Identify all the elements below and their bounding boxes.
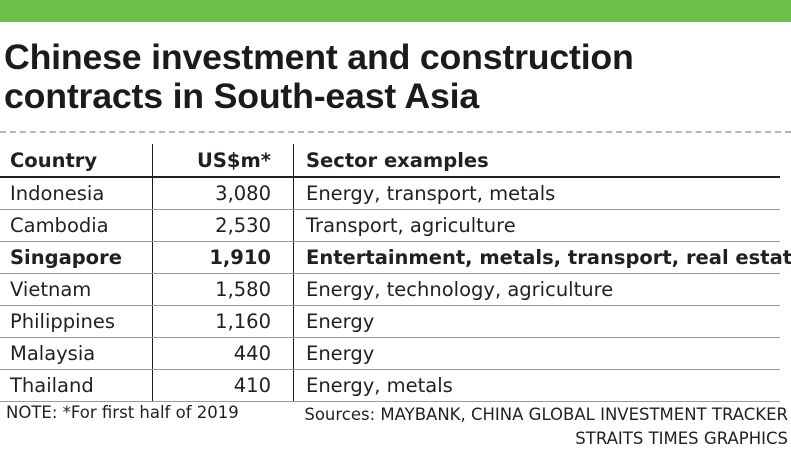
cell-sectors: Energy, technology, agriculture	[293, 273, 780, 306]
title-line-2: contracts in South-east Asia	[4, 77, 480, 116]
cell-country: Indonesia	[0, 177, 153, 210]
cell-country: Philippines	[0, 305, 153, 338]
table-row: Singapore 1,910 Entertainment, metals, tra…	[0, 241, 791, 274]
cell-value: 1,910	[152, 241, 294, 274]
table-header-row: Country US$m* Sector examples	[0, 144, 780, 178]
investment-table: Country US$m* Sector examples Indonesia 3…	[0, 144, 791, 402]
column-header-value: US$m*	[152, 144, 294, 178]
column-header-sectors: Sector examples	[293, 144, 780, 178]
cell-country: Cambodia	[0, 209, 153, 242]
sources-line-1: Sources: MAYBANK, CHINA GLOBAL INVESTMEN…	[304, 405, 788, 424]
cell-country: Vietnam	[0, 273, 153, 306]
column-header-country: Country	[0, 144, 153, 178]
title-line-1: Chinese investment and construction	[4, 38, 634, 77]
cell-sectors: Energy, metals	[293, 369, 780, 402]
table-body: Indonesia 3,080 Energy, transport, metals C…	[0, 177, 791, 402]
dashed-divider	[0, 131, 791, 133]
chart-title: Chinese investment and construction cont…	[4, 38, 791, 116]
cell-sectors: Energy, transport, metals	[293, 177, 780, 210]
table-row: Cambodia 2,530 Transport, agriculture	[0, 209, 780, 242]
top-accent-bar	[0, 0, 791, 22]
cell-sectors: Energy	[293, 337, 780, 370]
cell-sectors: Transport, agriculture	[293, 209, 780, 242]
table-row: Malaysia 440 Energy	[0, 337, 780, 370]
table-row: Vietnam 1,580 Energy, technology, agricult…	[0, 273, 780, 306]
cell-country: Singapore	[0, 241, 153, 274]
table-row: Indonesia 3,080 Energy, transport, metals	[0, 177, 780, 210]
cell-country: Thailand	[0, 369, 153, 402]
cell-country: Malaysia	[0, 337, 153, 370]
cell-sectors: Entertainment, metals, transport, real e…	[293, 241, 791, 274]
table-row: Thailand 410 Energy, metals	[0, 369, 780, 402]
cell-value: 1,580	[152, 273, 294, 306]
cell-value: 440	[152, 337, 294, 370]
cell-sectors: Energy	[293, 305, 780, 338]
cell-value: 2,530	[152, 209, 294, 242]
cell-value: 410	[152, 369, 294, 402]
table-row: Philippines 1,160 Energy	[0, 305, 780, 338]
sources-credit: Sources: MAYBANK, CHINA GLOBAL INVESTMEN…	[304, 403, 788, 451]
cell-value: 1,160	[152, 305, 294, 338]
cell-value: 3,080	[152, 177, 294, 210]
sources-line-2: STRAITS TIMES GRAPHICS	[575, 429, 788, 448]
footnote: NOTE: *For first half of 2019	[6, 403, 239, 422]
